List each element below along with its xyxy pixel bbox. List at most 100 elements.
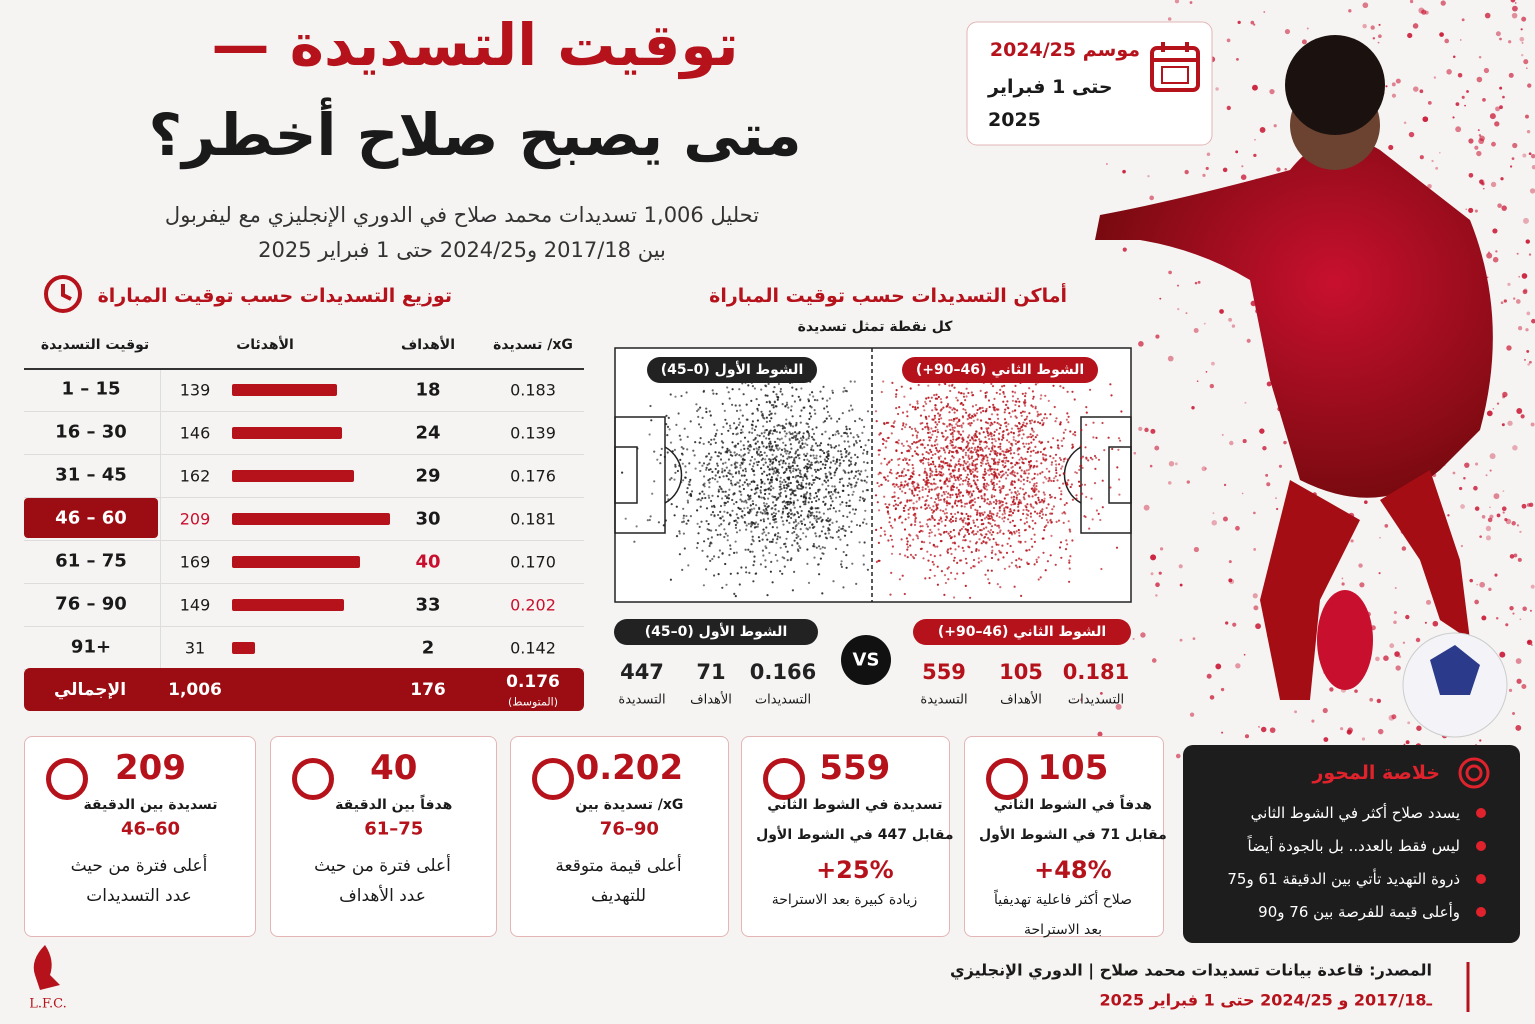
shot-dot [816, 399, 819, 402]
shot-dot [769, 442, 772, 445]
shot-dot [947, 532, 950, 535]
shot-dot [944, 518, 947, 522]
shot-dot [863, 541, 866, 544]
shot-dot [851, 493, 854, 496]
shot-dot [950, 433, 953, 436]
shot-dot [1002, 473, 1005, 476]
shot-dot [808, 417, 811, 421]
shot-dot [737, 481, 740, 484]
shot-dot [768, 432, 772, 435]
shot-dot [863, 479, 866, 482]
shot-dot [695, 546, 699, 549]
shot-dot [985, 472, 988, 475]
shot-dot [913, 523, 917, 526]
shot-dot [785, 494, 788, 497]
shot-dot [935, 393, 938, 396]
shot-dot [853, 512, 856, 515]
stat-value: 447 [620, 660, 664, 684]
shot-dot [908, 458, 911, 462]
shot-dot [955, 423, 958, 426]
shot-dot [802, 406, 805, 409]
splatter-dot [1223, 483, 1227, 487]
shot-dot [722, 519, 725, 522]
shot-dot [699, 426, 702, 429]
splatter-dot [1463, 476, 1466, 480]
shot-dot [893, 485, 896, 488]
splatter-dot [1219, 309, 1224, 314]
shot-dot [726, 539, 729, 542]
splatter-dot [1507, 282, 1511, 286]
shot-dot [778, 463, 781, 466]
splatter-dot [1508, 40, 1512, 44]
splatter-dot [1485, 535, 1492, 541]
splatter-dot [1459, 39, 1462, 41]
splatter-dot [1522, 289, 1528, 295]
shot-dot [907, 444, 910, 447]
card-caption: تسديدة في الشوط الثاني [767, 797, 943, 813]
shot-dot [798, 457, 801, 460]
shot-dot [964, 454, 967, 457]
shot-dot [841, 501, 844, 504]
shot-dot [842, 484, 845, 488]
shot-dot [775, 445, 778, 448]
shot-dot [775, 520, 778, 523]
shot-dot [723, 535, 726, 539]
splatter-dot [1378, 23, 1381, 26]
shot-dot [830, 417, 833, 420]
splatter-dot [1159, 297, 1162, 300]
shot-dot [1023, 498, 1026, 501]
shot-dot [802, 486, 805, 489]
shot-dot [849, 380, 852, 383]
shot-dot [948, 406, 951, 409]
shot-dot [803, 493, 806, 496]
shot-dot [808, 434, 811, 438]
shot-dot [777, 532, 780, 535]
shot-dot [751, 420, 754, 423]
shot-dot [843, 440, 846, 443]
shot-dot [898, 517, 901, 520]
shot-dot [986, 569, 990, 572]
shot-dot [1026, 562, 1029, 566]
shot-dot [855, 470, 858, 473]
shot-dot [1016, 425, 1019, 428]
shot-dot [768, 540, 772, 543]
shot-dot [767, 382, 770, 385]
shot-dot [762, 416, 765, 419]
shot-dot [763, 488, 766, 492]
shot-dot [681, 462, 684, 465]
shot-dot [952, 482, 955, 485]
shot-dot [948, 477, 951, 480]
half-label: الشوط الثاني (46–90+) [937, 624, 1107, 640]
card-value: 559 [819, 748, 891, 788]
shot-dot [781, 424, 784, 427]
shot-dot [950, 444, 953, 447]
shot-dot [979, 419, 983, 422]
table-row: 16 – 30 146 24 0.139 [24, 411, 584, 455]
shot-dot [808, 526, 811, 529]
splatter-dot [1201, 466, 1207, 472]
shot-dot [951, 426, 954, 429]
shot-dot [890, 552, 894, 555]
shot-dot [1019, 487, 1022, 490]
shot-dot [774, 553, 777, 557]
shot-dot [728, 424, 732, 427]
shot-dot [943, 498, 946, 501]
shot-dot [723, 510, 726, 513]
shot-dot [990, 494, 993, 497]
shot-dot [1036, 512, 1039, 515]
shot-dot [960, 474, 963, 477]
shot-dot [818, 477, 821, 480]
shot-dot [777, 510, 780, 513]
shot-dot [806, 443, 809, 447]
shot-dot [731, 454, 734, 457]
shot-dot [960, 402, 963, 405]
splatter-dot [1425, 599, 1432, 605]
shot-dot [760, 478, 763, 481]
shot-dot [819, 448, 823, 451]
shot-dot [929, 467, 932, 470]
shot-dot [848, 482, 851, 485]
shot-dot [965, 562, 968, 565]
shot-dot [885, 421, 888, 424]
splatter-dot [1474, 506, 1480, 511]
